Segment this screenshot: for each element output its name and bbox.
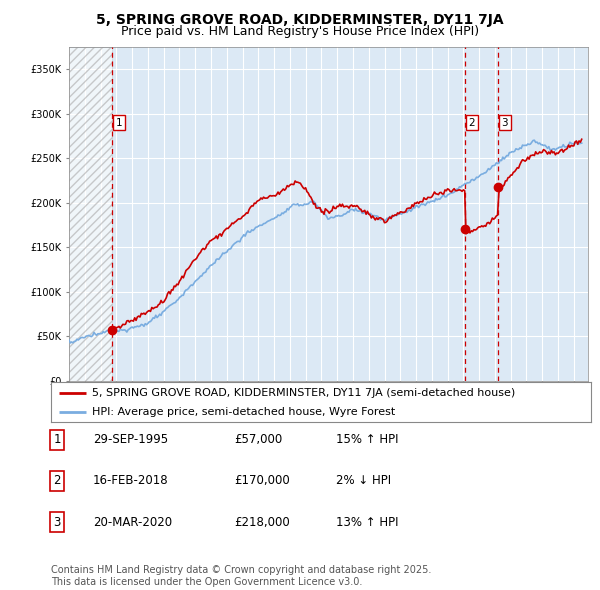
Text: 15% ↑ HPI: 15% ↑ HPI bbox=[336, 433, 398, 446]
Text: 5, SPRING GROVE ROAD, KIDDERMINSTER, DY11 7JA: 5, SPRING GROVE ROAD, KIDDERMINSTER, DY1… bbox=[96, 13, 504, 27]
Text: 1: 1 bbox=[53, 433, 61, 446]
Text: 2: 2 bbox=[469, 118, 475, 128]
Text: 20-MAR-2020: 20-MAR-2020 bbox=[93, 516, 172, 529]
Text: HPI: Average price, semi-detached house, Wyre Forest: HPI: Average price, semi-detached house,… bbox=[91, 407, 395, 417]
Text: 16-FEB-2018: 16-FEB-2018 bbox=[93, 474, 169, 487]
Text: £57,000: £57,000 bbox=[234, 433, 282, 446]
Text: £218,000: £218,000 bbox=[234, 516, 290, 529]
Text: 3: 3 bbox=[502, 118, 508, 128]
Text: 3: 3 bbox=[53, 516, 61, 529]
Text: £170,000: £170,000 bbox=[234, 474, 290, 487]
Text: 13% ↑ HPI: 13% ↑ HPI bbox=[336, 516, 398, 529]
Text: Contains HM Land Registry data © Crown copyright and database right 2025.
This d: Contains HM Land Registry data © Crown c… bbox=[51, 565, 431, 587]
Text: Price paid vs. HM Land Registry's House Price Index (HPI): Price paid vs. HM Land Registry's House … bbox=[121, 25, 479, 38]
Text: 29-SEP-1995: 29-SEP-1995 bbox=[93, 433, 168, 446]
Text: 2% ↓ HPI: 2% ↓ HPI bbox=[336, 474, 391, 487]
Bar bbox=[69, 47, 112, 381]
Text: 1: 1 bbox=[116, 118, 122, 128]
Text: 2: 2 bbox=[53, 474, 61, 487]
Text: 5, SPRING GROVE ROAD, KIDDERMINSTER, DY11 7JA (semi-detached house): 5, SPRING GROVE ROAD, KIDDERMINSTER, DY1… bbox=[91, 388, 515, 398]
